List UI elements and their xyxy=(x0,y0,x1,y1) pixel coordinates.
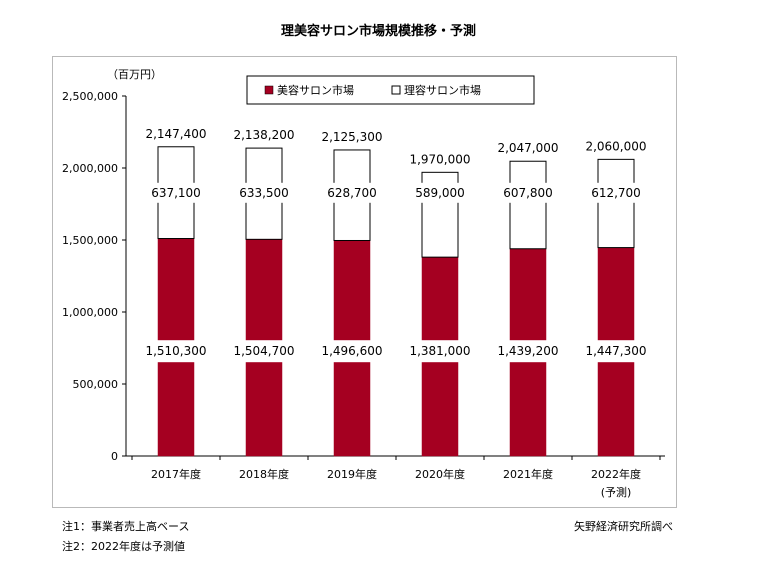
chart-frame xyxy=(52,56,677,508)
beauty-label-bg-5 xyxy=(491,340,565,363)
beauty-value-label: 1,496,600 xyxy=(321,344,382,358)
legend-label-beauty: 美容サロン市場 xyxy=(277,83,354,97)
bar-barber-5 xyxy=(509,160,547,250)
legend-swatch-beauty xyxy=(264,85,274,95)
note-2: 注2：2022年度は予測値 xyxy=(62,540,185,553)
barber-value-label: 612,700 xyxy=(591,186,641,200)
chart-title: 理美容サロン市場規模推移・予測 xyxy=(280,24,476,39)
barber-value-label: 607,800 xyxy=(503,186,553,200)
legend-box xyxy=(246,75,535,105)
barber-label-bg-2 xyxy=(230,182,298,203)
y-tick-label: 2,000,000 xyxy=(62,162,118,175)
source-credit: 矢野経済研究所調べ xyxy=(574,520,673,533)
beauty-value-label: 1,504,700 xyxy=(233,344,294,358)
total-value-label: 2,147,400 xyxy=(145,127,206,141)
note-1: 注1：事業者売上高ベース xyxy=(62,520,190,533)
y-tick-label: 0 xyxy=(111,450,118,463)
x-category-label: 2017年度 xyxy=(151,467,201,481)
x-category-label: 2018年度 xyxy=(239,467,289,481)
beauty-value-label: 1,447,300 xyxy=(585,344,646,358)
beauty-label-bg-4 xyxy=(403,340,477,363)
legend-label-barber: 理容サロン市場 xyxy=(404,83,481,97)
barber-label-bg-6 xyxy=(582,182,650,203)
total-value-label: 2,125,300 xyxy=(321,130,382,144)
barber-label-bg-5 xyxy=(494,182,562,203)
beauty-value-label: 1,510,300 xyxy=(145,344,206,358)
legend-swatch-barber xyxy=(391,85,401,95)
y-tick-label: 500,000 xyxy=(73,378,119,391)
total-value-label: 2,060,000 xyxy=(585,139,646,153)
x-category-label: 2021年度 xyxy=(503,467,553,481)
x-category-label: 2020年度 xyxy=(415,467,465,481)
y-tick-label: 2,500,000 xyxy=(62,90,118,103)
y-unit-label: （百万円） xyxy=(107,68,162,81)
beauty-label-bg-2 xyxy=(227,340,301,363)
y-tick-label: 1,000,000 xyxy=(62,306,118,319)
bar-barber-6 xyxy=(597,158,635,249)
total-value-label: 2,138,200 xyxy=(233,128,294,142)
barber-label-bg-3 xyxy=(318,182,386,203)
beauty-label-bg-1 xyxy=(139,340,213,363)
beauty-label-bg-6 xyxy=(579,340,653,363)
total-value-label: 1,970,000 xyxy=(409,152,470,166)
barber-value-label: 633,500 xyxy=(239,186,289,200)
beauty-value-label: 1,439,200 xyxy=(497,344,558,358)
barber-label-bg-4 xyxy=(406,182,474,203)
beauty-label-bg-3 xyxy=(315,340,389,363)
x-category-sublabel: (予測) xyxy=(601,485,632,499)
barber-value-label: 589,000 xyxy=(415,186,465,200)
x-category-label: 2019年度 xyxy=(327,467,377,481)
barber-value-label: 637,100 xyxy=(151,186,201,200)
barber-value-label: 628,700 xyxy=(327,186,377,200)
x-category-label: 2022年度 xyxy=(591,467,641,481)
y-tick-label: 1,500,000 xyxy=(62,234,118,247)
beauty-value-label: 1,381,000 xyxy=(409,344,470,358)
barber-label-bg-1 xyxy=(142,182,210,203)
total-value-label: 2,047,000 xyxy=(497,141,558,155)
